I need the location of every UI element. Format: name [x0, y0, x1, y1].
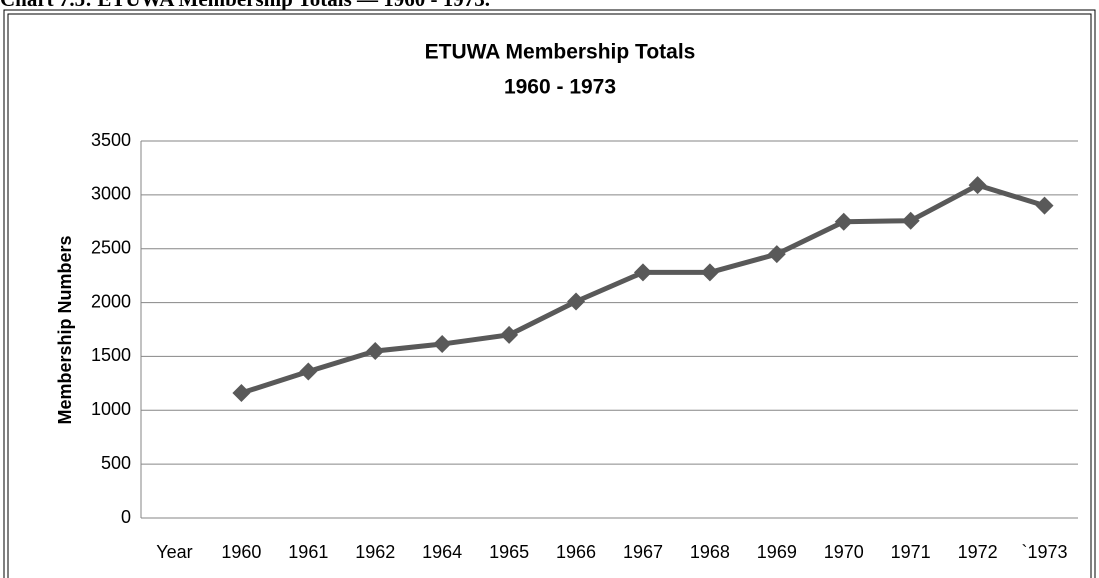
y-tick-label: 3000	[91, 184, 131, 204]
x-tick-label: `1973	[1022, 542, 1068, 562]
x-tick-label: 1965	[489, 542, 529, 562]
x-tick-label: Year	[156, 542, 192, 562]
y-tick-label: 1500	[91, 345, 131, 365]
x-tick-label: 1970	[824, 542, 864, 562]
x-tick-label: 1967	[623, 542, 663, 562]
marker	[366, 342, 385, 361]
marker	[968, 176, 987, 195]
y-tick-label: 3500	[91, 130, 131, 150]
chart-title: 1960 - 1973	[504, 76, 616, 99]
y-axis-label: Membership Numbers	[55, 235, 75, 424]
marker	[232, 384, 251, 403]
x-tick-label: 1966	[556, 542, 596, 562]
x-tick-label: 1968	[690, 542, 730, 562]
marker	[299, 362, 318, 381]
x-tick-label: 1972	[958, 542, 998, 562]
marker	[700, 263, 719, 282]
marker	[1035, 196, 1054, 215]
x-tick-label: 1961	[288, 542, 328, 562]
line	[240, 182, 1046, 396]
frame	[3, 9, 1096, 578]
y-tick-label: 0	[121, 507, 131, 527]
x-tick-label: 1962	[355, 542, 395, 562]
caption: Chart 7.5: ETUWA Membership Totals — 196…	[0, 0, 490, 12]
y-tick-label: 2000	[91, 291, 131, 311]
x-tick-label: 1964	[422, 542, 462, 562]
y-tick-label: 500	[101, 453, 131, 473]
marker	[433, 335, 452, 354]
y-tick-label: 1000	[91, 399, 131, 419]
marker	[834, 212, 853, 231]
x-tick-label: 1969	[757, 542, 797, 562]
marker	[901, 211, 920, 230]
x-tick-label: 1971	[891, 542, 931, 562]
marker	[500, 325, 519, 344]
marker	[767, 245, 786, 264]
marker	[567, 292, 586, 311]
frame-inner	[7, 13, 1092, 578]
chart-title: ETUWA Membership Totals	[425, 41, 696, 64]
marker	[633, 263, 652, 282]
y-tick-label: 2500	[91, 237, 131, 257]
x-tick-label: 1960	[221, 542, 261, 562]
